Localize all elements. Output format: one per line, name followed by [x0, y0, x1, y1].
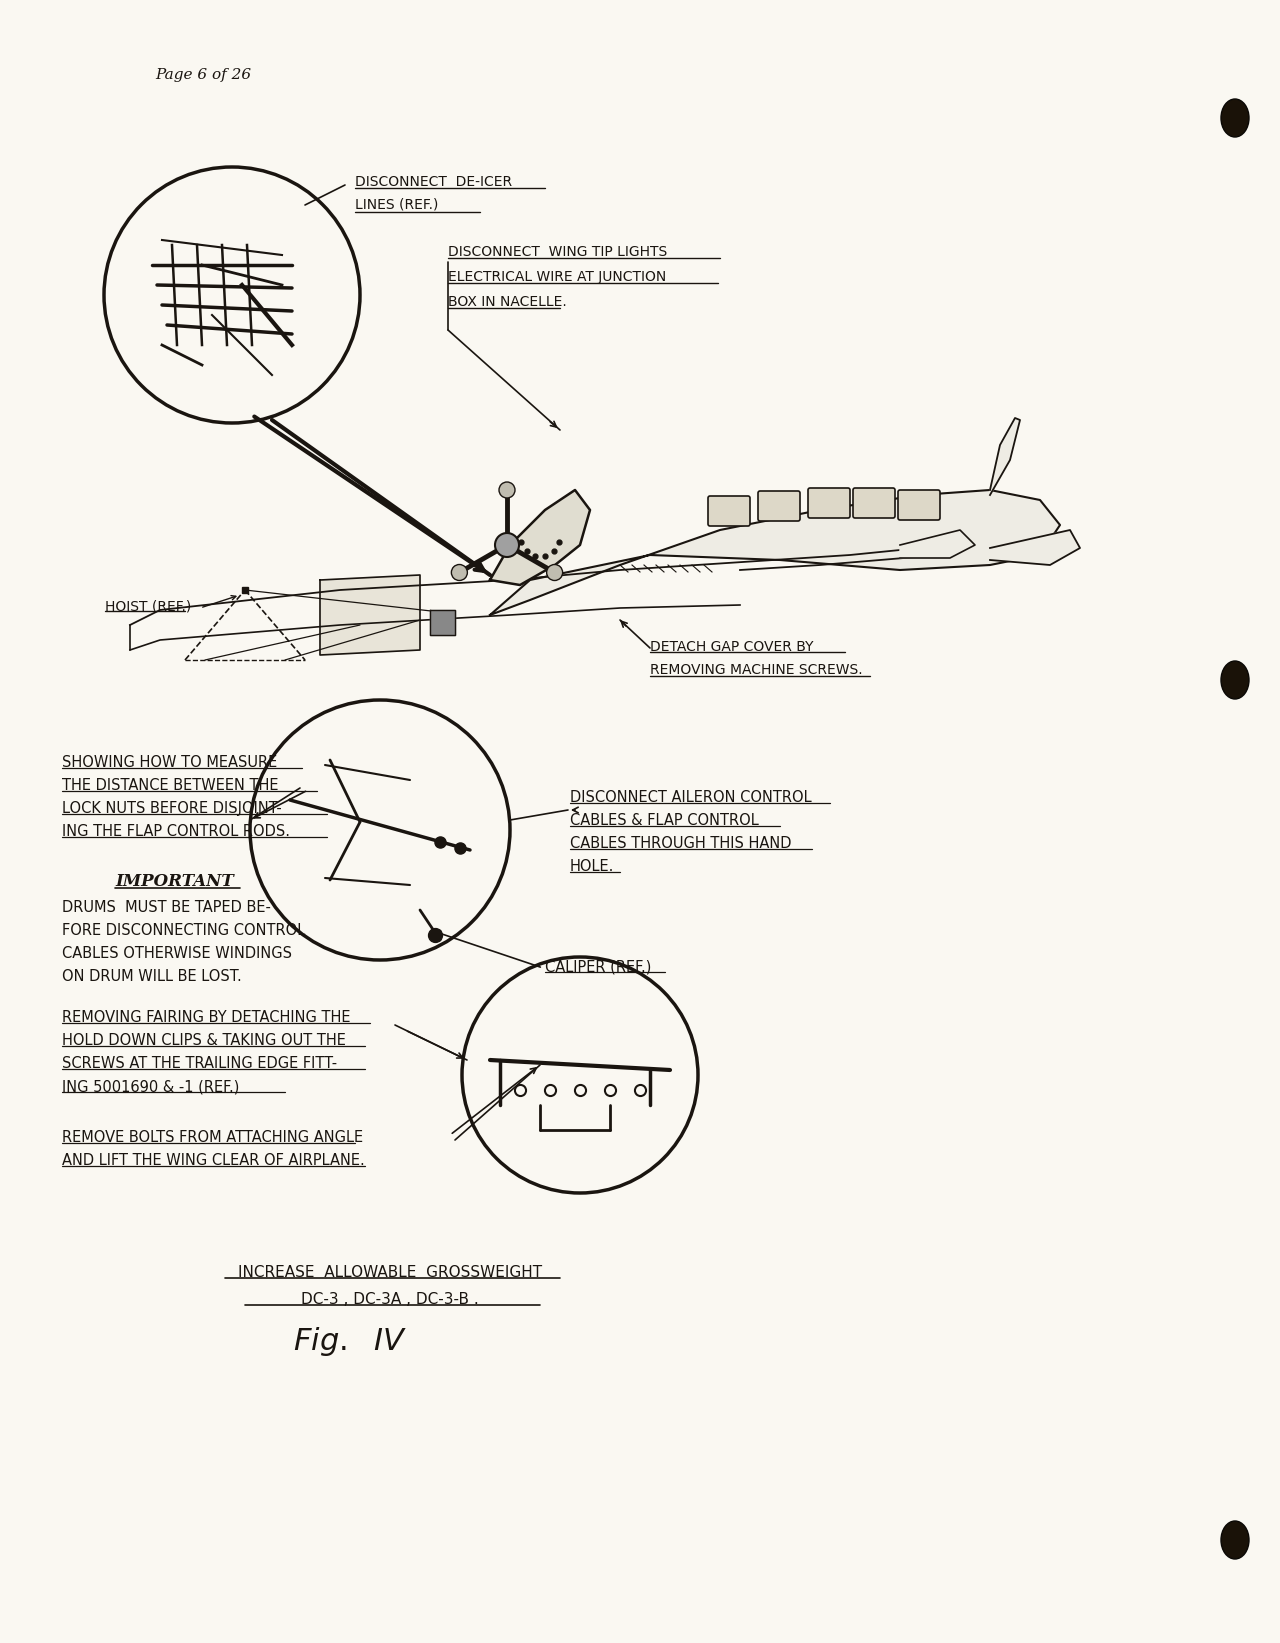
Text: CABLES OTHERWISE WINDINGS: CABLES OTHERWISE WINDINGS: [61, 946, 292, 961]
Text: HOIST (REF.): HOIST (REF.): [105, 600, 191, 614]
FancyBboxPatch shape: [899, 490, 940, 519]
Text: INCREASE  ALLOWABLE  GROSSWEIGHT: INCREASE ALLOWABLE GROSSWEIGHT: [238, 1265, 541, 1280]
Text: HOLE.: HOLE.: [570, 859, 614, 874]
Text: LINES (REF.): LINES (REF.): [355, 199, 438, 212]
Text: BOX IN NACELLE.: BOX IN NACELLE.: [448, 296, 567, 309]
Polygon shape: [900, 531, 975, 559]
Circle shape: [547, 565, 563, 580]
Text: HOLD DOWN CLIPS & TAKING OUT THE: HOLD DOWN CLIPS & TAKING OUT THE: [61, 1033, 346, 1048]
Ellipse shape: [1221, 660, 1249, 698]
Polygon shape: [989, 417, 1020, 495]
Text: LOCK NUTS BEFORE DISJOINT-: LOCK NUTS BEFORE DISJOINT-: [61, 802, 282, 817]
Text: SCREWS AT THE TRAILING EDGE FITT-: SCREWS AT THE TRAILING EDGE FITT-: [61, 1056, 337, 1071]
Ellipse shape: [1221, 1521, 1249, 1559]
FancyBboxPatch shape: [758, 491, 800, 521]
FancyBboxPatch shape: [808, 488, 850, 518]
Polygon shape: [989, 531, 1080, 565]
Text: REMOVING FAIRING BY DETACHING THE: REMOVING FAIRING BY DETACHING THE: [61, 1010, 351, 1025]
Ellipse shape: [1221, 99, 1249, 136]
Text: REMOVE BOLTS FROM ATTACHING ANGLE: REMOVE BOLTS FROM ATTACHING ANGLE: [61, 1130, 364, 1145]
Text: DISCONNECT  DE-ICER: DISCONNECT DE-ICER: [355, 176, 512, 189]
Polygon shape: [430, 610, 454, 634]
Circle shape: [499, 481, 515, 498]
Text: AND LIFT THE WING CLEAR OF AIRPLANE.: AND LIFT THE WING CLEAR OF AIRPLANE.: [61, 1153, 365, 1168]
Text: DETACH GAP COVER BY: DETACH GAP COVER BY: [650, 641, 814, 654]
Text: THE DISTANCE BETWEEN THE: THE DISTANCE BETWEEN THE: [61, 779, 279, 794]
Text: ON DRUM WILL BE LOST.: ON DRUM WILL BE LOST.: [61, 969, 242, 984]
Text: DISCONNECT AILERON CONTROL: DISCONNECT AILERON CONTROL: [570, 790, 812, 805]
Text: Page 6 of 26: Page 6 of 26: [155, 67, 251, 82]
Text: ING THE FLAP CONTROL RODS.: ING THE FLAP CONTROL RODS.: [61, 825, 291, 840]
Text: ING 5001690 & -1 (REF.): ING 5001690 & -1 (REF.): [61, 1079, 239, 1094]
Text: DISCONNECT  WING TIP LIGHTS: DISCONNECT WING TIP LIGHTS: [448, 245, 667, 260]
Text: CALIPER (REF.): CALIPER (REF.): [545, 960, 652, 974]
Text: CABLES THROUGH THIS HAND: CABLES THROUGH THIS HAND: [570, 836, 791, 851]
Text: DRUMS  MUST BE TAPED BE-: DRUMS MUST BE TAPED BE-: [61, 900, 271, 915]
Text: FORE DISCONNECTING CONTROL: FORE DISCONNECTING CONTROL: [61, 923, 305, 938]
Text: DC-3 , DC-3A , DC-3-B .: DC-3 , DC-3A , DC-3-B .: [301, 1291, 479, 1306]
FancyBboxPatch shape: [708, 496, 750, 526]
Text: REMOVING MACHINE SCREWS.: REMOVING MACHINE SCREWS.: [650, 664, 863, 677]
Text: IMPORTANT: IMPORTANT: [115, 872, 234, 891]
Text: ELECTRICAL WIRE AT JUNCTION: ELECTRICAL WIRE AT JUNCTION: [448, 269, 667, 284]
Circle shape: [495, 532, 518, 557]
Polygon shape: [490, 490, 1060, 614]
Polygon shape: [490, 490, 590, 585]
Polygon shape: [320, 575, 420, 656]
Text: SHOWING HOW TO MEASURE: SHOWING HOW TO MEASURE: [61, 756, 278, 771]
Text: CABLES & FLAP CONTROL: CABLES & FLAP CONTROL: [570, 813, 759, 828]
Circle shape: [452, 565, 467, 580]
Text: $\mathit{Fig.}$  $\mathit{IV}$: $\mathit{Fig.}$ $\mathit{IV}$: [293, 1324, 407, 1359]
FancyBboxPatch shape: [852, 488, 895, 518]
